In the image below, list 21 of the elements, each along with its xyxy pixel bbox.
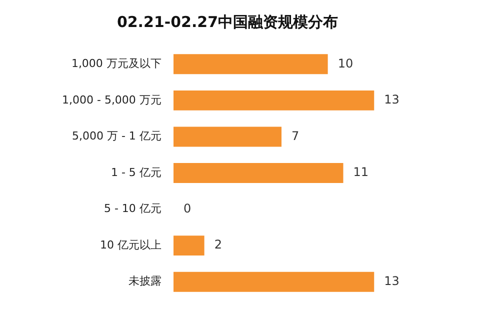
data-label: 0 [183,201,192,216]
y-tick-label: 5 - 10 亿元 [104,202,162,216]
chart-title: 02.21-02.27中国融资规模分布 [116,12,338,31]
data-label: 11 [353,165,369,180]
bar [173,54,328,74]
bar [173,163,344,183]
bar [173,236,204,256]
data-label: 13 [384,92,400,107]
data-label: 7 [292,128,300,143]
y-tick-label: 1 - 5 亿元 [110,166,162,179]
bar [173,126,282,147]
y-tick-label: 未披露 [128,274,162,288]
y-tick-label: 1,000 万元及以下 [71,57,162,70]
data-label: 10 [338,56,354,70]
bar [173,272,374,292]
bar [173,90,374,110]
y-tick-label: 1,000 - 5,000 万元 [62,93,162,106]
data-label: 2 [214,238,222,252]
y-tick-label: 10 亿元以上 [100,238,162,252]
data-label: 13 [384,274,400,288]
y-tick-label: 5,000 万 - 1 亿元 [72,130,162,143]
